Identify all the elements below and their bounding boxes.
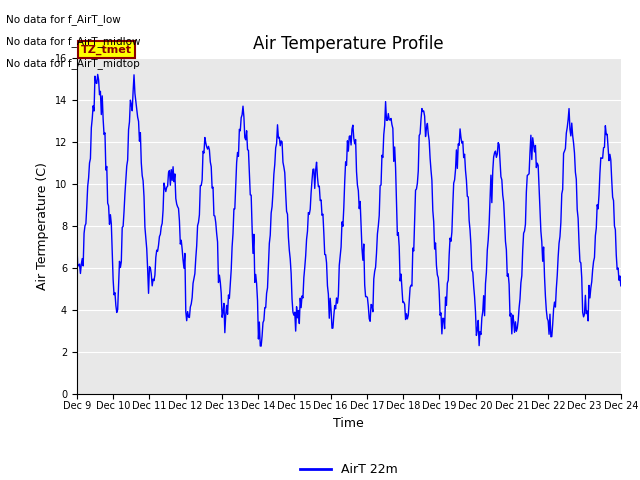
Text: No data for f_AirT_midtop: No data for f_AirT_midtop	[6, 58, 140, 69]
Legend: AirT 22m: AirT 22m	[295, 458, 403, 480]
X-axis label: Time: Time	[333, 417, 364, 430]
Text: No data for f_AirT_low: No data for f_AirT_low	[6, 14, 121, 25]
Y-axis label: Air Termperature (C): Air Termperature (C)	[36, 162, 49, 289]
Text: No data for f_AirT_midlow: No data for f_AirT_midlow	[6, 36, 141, 47]
Title: Air Temperature Profile: Air Temperature Profile	[253, 35, 444, 53]
Text: TZ_tmet: TZ_tmet	[81, 45, 132, 55]
